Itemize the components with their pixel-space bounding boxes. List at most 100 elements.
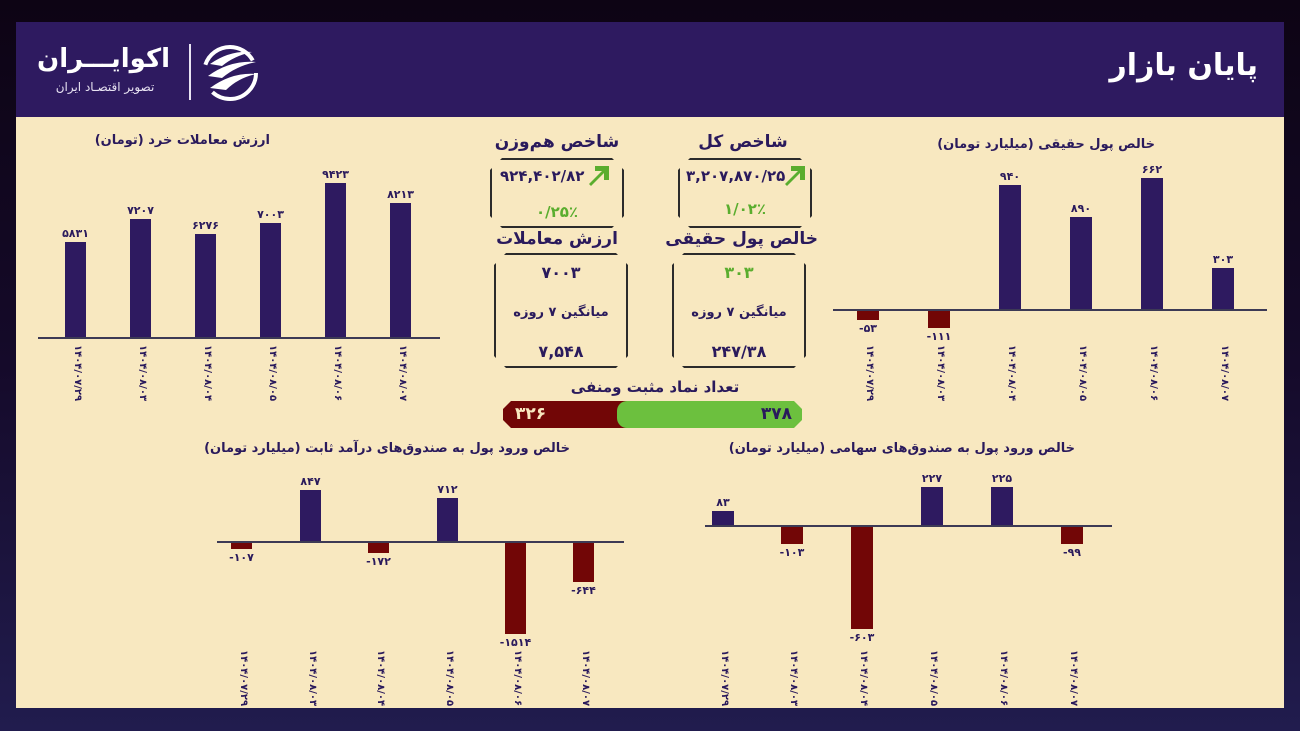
bar-value-label: -۱۰۳ bbox=[779, 546, 805, 559]
chart-bar bbox=[712, 511, 734, 525]
chart-bar bbox=[1212, 268, 1234, 309]
chart-bar bbox=[368, 543, 389, 553]
chart-title: خالص ورود پول به صندوق‌های سهامی (میلیار… bbox=[728, 441, 1075, 456]
chart-title: خالص ورود پول به صندوق‌های درآمد ثابت (م… bbox=[204, 441, 570, 456]
chart-title: ارزش معاملات خرد (تومان) bbox=[94, 133, 270, 148]
x-axis-date-label: ۱۴۰۴/۰۸/۰۵ bbox=[443, 650, 455, 707]
x-axis-date-label: ۱۴۰۴/۰۸/۰۳ bbox=[935, 345, 946, 402]
bar-value-label: -۹۹ bbox=[1063, 546, 1081, 559]
x-axis-date-label: ۱۴۰۴/۰۸/۰۳ bbox=[306, 650, 318, 707]
x-axis-date-label: ۱۴۰۴/۰۸/۰۷ bbox=[396, 345, 408, 402]
chart-bar bbox=[1141, 178, 1163, 309]
chart-bar bbox=[195, 234, 216, 337]
equal-weight-title: شاخص هم‌وزن bbox=[494, 132, 620, 152]
chart-bar bbox=[928, 311, 950, 328]
x-axis-date-label: ۱۴۰۴/۰۸/۰۷ bbox=[1068, 650, 1079, 707]
x-axis-date-label: ۱۴۰۴/۰۸/۰۷ bbox=[1219, 345, 1230, 402]
x-axis-date-label: ۱۴۰۴/۰۷/۲۹ bbox=[864, 345, 875, 402]
x-axis-date-label: ۱۴۰۴/۰۸/۰۴ bbox=[374, 650, 386, 707]
chart-bar bbox=[991, 487, 1013, 525]
chart-bar bbox=[325, 183, 346, 337]
bar-value-label: -۱۰۷ bbox=[229, 551, 254, 564]
chart-bar bbox=[65, 242, 86, 337]
net-real-money-value: ۳۰۳ bbox=[724, 263, 754, 282]
x-axis-date-label: ۱۴۰۴/۰۷/۲۹ bbox=[719, 650, 730, 707]
chart-bar bbox=[921, 487, 943, 525]
chart-bar bbox=[390, 203, 411, 337]
net-real-money-avg-value: ۲۴۷/۳۸ bbox=[711, 342, 767, 361]
breadth-positive-count: ۳۷۸ bbox=[760, 404, 792, 424]
breadth-bar: ۳۲۶ ۳۷۸ bbox=[503, 401, 802, 428]
x-axis-date-label: ۱۴۰۴/۰۸/۰۶ bbox=[511, 650, 523, 707]
total-index-change: ۱/۰۲٪ bbox=[723, 200, 767, 218]
chart-bar bbox=[505, 543, 526, 634]
chart-bar bbox=[260, 223, 281, 337]
total-index-value: ۳,۲۰۷,۸۷۰/۲۵ bbox=[686, 167, 786, 185]
equal-weight-change: ۰/۲۵٪ bbox=[535, 203, 579, 221]
x-axis-date-label: ۱۴۰۴/۰۸/۰۴ bbox=[1006, 345, 1017, 402]
equal-weight-value: ۹۲۴,۴۰۲/۸۲ bbox=[500, 167, 585, 185]
breadth-negative-segment bbox=[503, 401, 633, 428]
trade-value-avg-value: ۷,۵۴۸ bbox=[538, 342, 584, 361]
x-axis-line bbox=[833, 309, 1267, 311]
trade-value-avg-label: میانگین ۷ روزه bbox=[513, 305, 609, 320]
bar-value-label: ۸۴۷ bbox=[300, 475, 321, 488]
x-axis-date-label: ۱۴۰۴/۰۸/۰۴ bbox=[201, 345, 213, 402]
x-axis-date-label: ۱۴۰۴/۰۸/۰۶ bbox=[1148, 345, 1159, 402]
bar-value-label: ۶۶۲ bbox=[1141, 163, 1163, 176]
chart-bar bbox=[857, 311, 879, 320]
bar-value-label: ۷۲۰۷ bbox=[127, 204, 154, 217]
bar-value-label: ۹۴۲۳ bbox=[322, 168, 349, 181]
bar-value-label: -۱۵۱۴ bbox=[499, 636, 532, 649]
x-axis-date-label: ۱۴۰۴/۰۸/۰۵ bbox=[928, 650, 939, 707]
bar-value-label: -۵۳ bbox=[859, 322, 877, 335]
bar-value-label: -۱۱۱ bbox=[926, 330, 952, 343]
logo-name: اکوایـــران bbox=[37, 44, 170, 74]
up-arrow-icon bbox=[589, 166, 609, 186]
x-axis-date-label: ۱۴۰۴/۰۷/۲۹ bbox=[71, 345, 83, 402]
breadth-positive-segment bbox=[617, 401, 802, 428]
net-real-money-avg-label: میانگین ۷ روزه bbox=[691, 305, 787, 320]
x-axis-date-label: ۱۴۰۴/۰۸/۰۶ bbox=[331, 345, 343, 402]
logo: اکوایـــران تصویر اقتصـاد ایران bbox=[37, 44, 270, 102]
total-index-box bbox=[678, 158, 812, 228]
chart-bar bbox=[1061, 527, 1083, 544]
header: اکوایـــران تصویر اقتصـاد ایران پایان با… bbox=[16, 22, 1284, 117]
bar-value-label: -۶۴۴ bbox=[571, 584, 596, 597]
chart-bar bbox=[231, 543, 252, 549]
x-axis-line bbox=[217, 541, 624, 543]
page-title: پایان بازار bbox=[1109, 48, 1258, 83]
bar-value-label: ۸۹۰ bbox=[1070, 202, 1092, 215]
bar-value-label: ۵۸۳۱ bbox=[62, 227, 89, 240]
bar-value-label: ۶۲۷۶ bbox=[192, 219, 219, 232]
trade-value-value: ۷۰۰۳ bbox=[541, 263, 581, 282]
x-axis-line bbox=[38, 337, 440, 339]
x-axis-date-label: ۱۴۰۴/۰۸/۰۵ bbox=[1077, 345, 1088, 402]
x-axis-date-label: ۱۴۰۴/۰۸/۰۳ bbox=[136, 345, 148, 402]
x-axis-date-label: ۱۴۰۴/۰۸/۰۳ bbox=[788, 650, 799, 707]
x-axis-date-label: ۱۴۰۴/۰۸/۰۴ bbox=[858, 650, 869, 707]
bar-value-label: ۷۰۰۳ bbox=[257, 208, 284, 221]
bar-value-label: ۲۲۷ bbox=[921, 472, 943, 485]
logo-subtitle: تصویر اقتصـاد ایران bbox=[55, 80, 155, 94]
chart-bar bbox=[300, 490, 321, 541]
logo-divider bbox=[189, 44, 191, 100]
x-axis-date-label: ۱۴۰۴/۰۸/۰۷ bbox=[579, 650, 591, 707]
chart-title: خالص پول حقیقی (میلیارد تومان) bbox=[937, 137, 1155, 152]
bar-value-label: ۷۱۲ bbox=[437, 483, 458, 496]
logo-mark-icon bbox=[202, 45, 258, 101]
bar-value-label: -۶۰۳ bbox=[849, 631, 875, 644]
bar-value-label: ۹۴۰ bbox=[999, 170, 1021, 183]
bar-value-label: ۲۲۵ bbox=[991, 472, 1013, 485]
breadth-title: تعداد نماد مثبت ومنفی bbox=[570, 378, 740, 396]
trade-value-title: ارزش معاملات bbox=[496, 229, 618, 249]
breadth-negative-count: ۳۲۶ bbox=[515, 404, 547, 424]
chart-bar bbox=[1070, 217, 1092, 309]
x-axis-date-label: ۱۴۰۴/۰۸/۰۶ bbox=[998, 650, 1009, 707]
x-axis-date-label: ۱۴۰۴/۰۸/۰۵ bbox=[266, 345, 278, 402]
chart-bar bbox=[130, 219, 151, 337]
x-axis-line bbox=[705, 525, 1112, 527]
total-index-title: شاخص کل bbox=[698, 132, 788, 152]
up-arrow-icon bbox=[785, 166, 805, 186]
chart-bar bbox=[573, 543, 594, 582]
